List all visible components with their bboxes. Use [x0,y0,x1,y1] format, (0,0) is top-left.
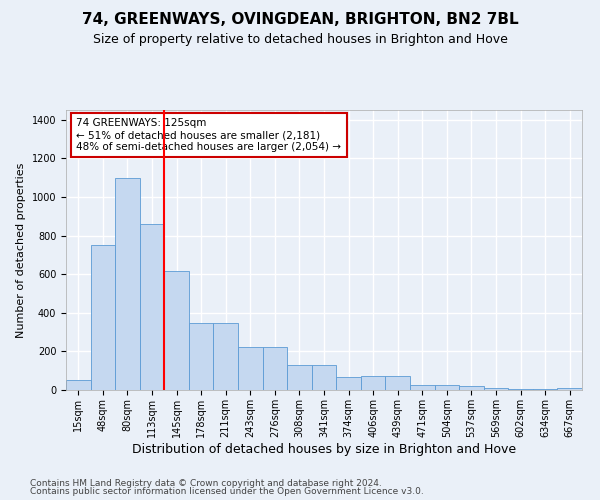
Bar [91,245,115,390]
Bar [484,388,508,390]
Bar [164,271,189,390]
Text: Size of property relative to detached houses in Brighton and Hove: Size of property relative to detached ho… [92,32,508,46]
Text: Contains public sector information licensed under the Open Government Licence v3: Contains public sector information licen… [30,487,424,496]
Bar [336,378,361,390]
Bar [214,324,238,390]
Bar [385,376,410,390]
Bar [238,346,263,390]
X-axis label: Distribution of detached houses by size in Brighton and Hove: Distribution of detached houses by size … [132,442,516,456]
Bar [140,224,164,390]
Bar [263,346,287,390]
Bar [459,386,484,390]
Bar [189,324,214,390]
Bar [557,388,582,390]
Text: 74, GREENWAYS, OVINGDEAN, BRIGHTON, BN2 7BL: 74, GREENWAYS, OVINGDEAN, BRIGHTON, BN2 … [82,12,518,28]
Bar [287,365,312,390]
Bar [312,365,336,390]
Bar [115,178,140,390]
Y-axis label: Number of detached properties: Number of detached properties [16,162,26,338]
Bar [410,384,434,390]
Bar [434,385,459,390]
Bar [361,376,385,390]
Bar [66,380,91,390]
Text: 74 GREENWAYS: 125sqm
← 51% of detached houses are smaller (2,181)
48% of semi-de: 74 GREENWAYS: 125sqm ← 51% of detached h… [76,118,341,152]
Text: Contains HM Land Registry data © Crown copyright and database right 2024.: Contains HM Land Registry data © Crown c… [30,478,382,488]
